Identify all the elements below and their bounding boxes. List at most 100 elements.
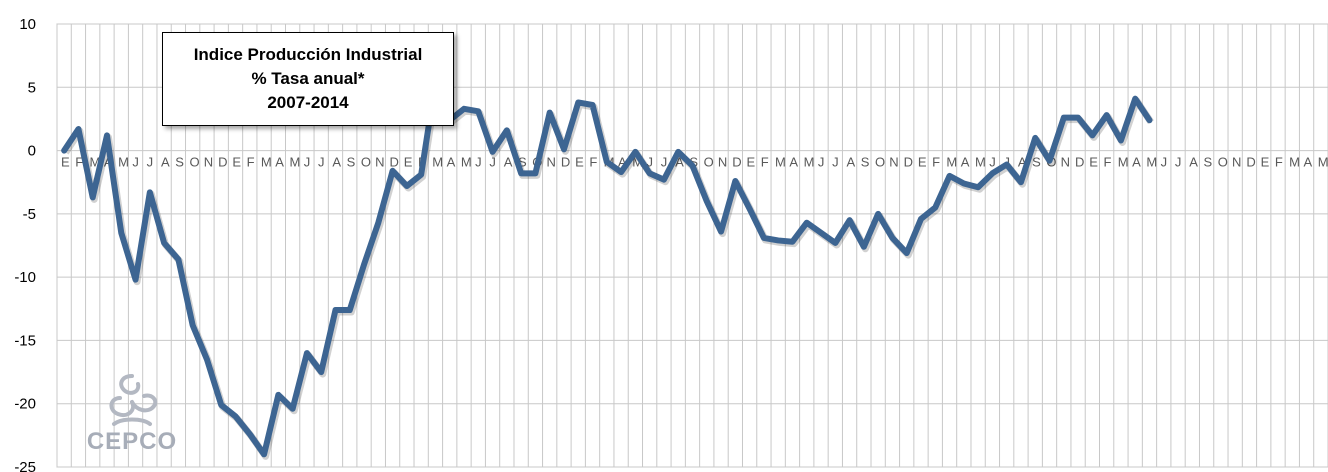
x-month-label: M: [975, 155, 986, 170]
data-point: [62, 149, 66, 153]
data-point: [519, 171, 523, 175]
x-month-label: A: [789, 155, 798, 170]
x-month-label: S: [518, 155, 527, 170]
x-month-label: D: [1246, 155, 1255, 170]
data-point: [134, 278, 138, 282]
data-point: [962, 181, 966, 185]
x-month-label: J: [132, 155, 139, 170]
x-month-label: D: [1075, 155, 1084, 170]
x-month-label: F: [1275, 155, 1283, 170]
data-point: [990, 171, 994, 175]
x-month-label: E: [1089, 155, 1098, 170]
data-point: [91, 195, 95, 199]
x-month-label: J: [304, 155, 311, 170]
data-point: [291, 407, 295, 411]
data-point: [533, 171, 537, 175]
data-point: [933, 206, 937, 210]
x-month-label: J: [832, 155, 839, 170]
data-point: [676, 150, 680, 154]
data-point: [333, 308, 337, 312]
x-month-label: F: [932, 155, 940, 170]
y-tick-label: -25: [14, 459, 36, 472]
x-month-label: E: [61, 155, 70, 170]
x-month-label: M: [946, 155, 957, 170]
data-point: [805, 221, 809, 225]
data-point: [276, 393, 280, 397]
data-point: [205, 357, 209, 361]
y-tick-label: -15: [14, 332, 36, 349]
x-month-label: A: [961, 155, 970, 170]
x-month-label: A: [1303, 155, 1312, 170]
data-point: [776, 238, 780, 242]
x-month-label: N: [1061, 155, 1070, 170]
y-tick-label: 0: [28, 143, 36, 160]
data-point: [1005, 162, 1009, 166]
x-month-label: D: [561, 155, 570, 170]
x-month-label: A: [846, 155, 855, 170]
x-month-label: J: [489, 155, 496, 170]
y-tick-label: 5: [28, 79, 36, 96]
x-month-label: A: [504, 155, 513, 170]
data-point: [234, 414, 238, 418]
x-month-label: M: [632, 155, 643, 170]
x-month-label: S: [1032, 155, 1041, 170]
x-month-label: M: [261, 155, 272, 170]
data-point: [405, 184, 409, 188]
x-month-label: N: [204, 155, 213, 170]
x-month-label: J: [647, 155, 654, 170]
x-month-label: M: [1318, 155, 1328, 170]
x-month-label: M: [118, 155, 129, 170]
x-month-label: O: [361, 155, 371, 170]
x-month-label: A: [1018, 155, 1027, 170]
x-month-label: E: [575, 155, 584, 170]
x-month-label: N: [1232, 155, 1241, 170]
x-month-label: F: [1104, 155, 1112, 170]
x-month-label: M: [1289, 155, 1300, 170]
data-point: [748, 207, 752, 211]
x-month-label: J: [661, 155, 668, 170]
data-point: [976, 185, 980, 189]
x-month-label: J: [818, 155, 825, 170]
data-point: [1133, 97, 1137, 101]
x-month-label: J: [147, 155, 154, 170]
data-point: [619, 170, 623, 174]
data-point: [1105, 113, 1109, 117]
x-month-label: S: [689, 155, 698, 170]
x-month-label: F: [75, 155, 83, 170]
data-point: [476, 109, 480, 113]
x-month-label: E: [918, 155, 927, 170]
data-point: [419, 173, 423, 177]
data-point: [948, 174, 952, 178]
x-month-label: D: [389, 155, 398, 170]
x-month-label: S: [175, 155, 184, 170]
data-point: [605, 160, 609, 164]
data-point: [191, 323, 195, 327]
data-point: [662, 178, 666, 182]
x-month-label: A: [675, 155, 684, 170]
x-month-label: J: [989, 155, 996, 170]
x-month-label: E: [232, 155, 241, 170]
x-month-label: S: [1203, 155, 1212, 170]
x-month-label: O: [1218, 155, 1228, 170]
data-point: [876, 212, 880, 216]
series-layer: [61, 79, 1154, 460]
data-point: [491, 150, 495, 154]
y-tick-label: -20: [14, 396, 36, 413]
data-point: [1090, 133, 1094, 137]
x-month-label: E: [1261, 155, 1270, 170]
logo-text: CEPCO: [86, 428, 178, 455]
x-month-label: E: [746, 155, 755, 170]
data-point: [348, 308, 352, 312]
data-point: [719, 230, 723, 234]
x-month-label: M: [775, 155, 786, 170]
chart-period: 2007-2014: [267, 93, 349, 112]
x-month-label: M: [90, 155, 101, 170]
data-point: [105, 133, 109, 137]
x-month-label: M: [289, 155, 300, 170]
data-point: [1076, 116, 1080, 120]
data-point: [1048, 159, 1052, 163]
x-month-label: J: [1161, 155, 1168, 170]
data-point: [1033, 136, 1037, 140]
